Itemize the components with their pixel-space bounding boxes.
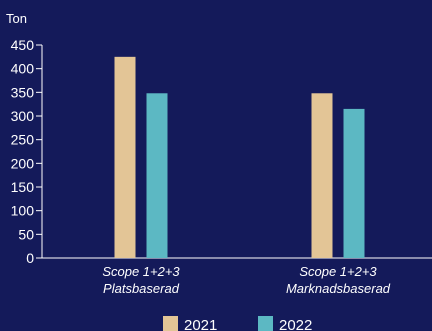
y-tick-label: 400 (11, 61, 35, 77)
y-tick-label: 300 (11, 108, 35, 124)
legend-swatch-2022 (258, 316, 273, 331)
y-tick-label: 100 (11, 203, 35, 219)
y-tick-label: 450 (11, 37, 35, 53)
y-tick-label: 250 (11, 132, 35, 148)
y-tick-label: 50 (18, 226, 34, 242)
bar-2021-1 (114, 56, 136, 259)
category-label: Marknadsbaserad (286, 281, 391, 296)
category-label: Scope 1+2+3 (299, 264, 377, 279)
legend-swatch-2021 (163, 316, 178, 331)
bar-2022-1 (146, 93, 168, 258)
category-label: Scope 1+2+3 (102, 264, 180, 279)
bar-2022-2 (343, 108, 365, 259)
y-tick-label: 200 (11, 155, 35, 171)
y-axis-unit-label: Ton (6, 11, 27, 26)
legend-label-2021: 2021 (184, 317, 217, 331)
y-tick-label: 150 (11, 179, 35, 195)
legend-label-2022: 2022 (279, 317, 312, 331)
category-label: Platsbaserad (103, 281, 180, 296)
y-tick-label: 0 (26, 250, 34, 266)
y-tick-label: 350 (11, 84, 35, 100)
bar-2021-2 (311, 93, 333, 258)
